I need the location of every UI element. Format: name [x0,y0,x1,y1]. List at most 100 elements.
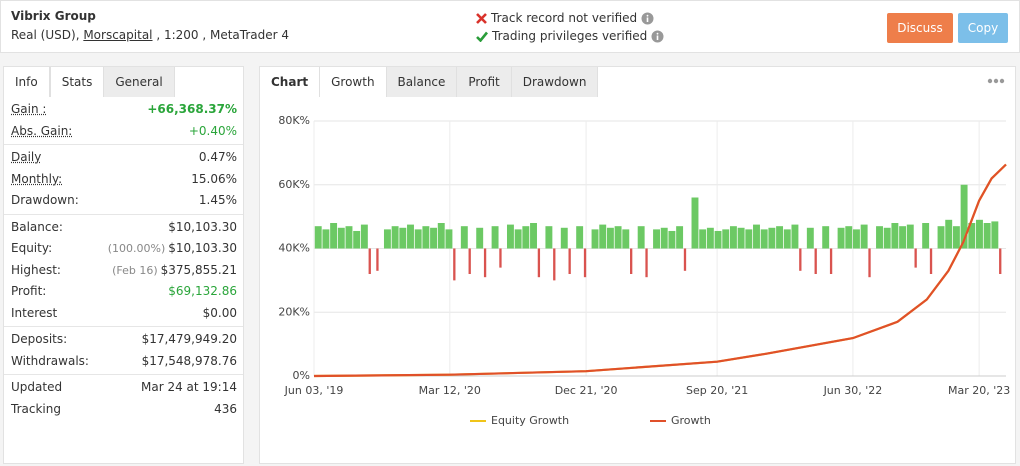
daily-bar [599,224,607,249]
stats-rows: Gain : +66,368.37% Abs. Gain: +0.40% Daily 0.… [4,97,243,422]
stat-label: Drawdown: [11,193,79,207]
copy-button[interactable]: Copy [958,13,1008,43]
stat-value-wrap: (100.00%) $10,103.30 [108,238,237,260]
daily-bar [714,230,722,249]
daily-bar [829,248,833,274]
daily-bar [991,221,999,249]
daily-bar [630,248,633,274]
stat-value-wrap: 436 [214,399,237,421]
daily-bar [699,229,707,249]
daily-bar [376,248,379,271]
daily-bar [453,248,456,281]
stat-label: Monthly: [11,171,63,186]
x-tick-label: Mar 12, '20 [419,384,481,397]
stat-value-wrap: $69,132.86 [168,281,237,303]
cross-icon [476,12,487,24]
daily-bar [691,197,699,249]
stats-group: Daily 0.47% Monthly: 15.06% Drawdown: 1.45% [4,145,243,215]
stat-label: Gain : [11,102,47,116]
subtitle-text: Real (USD), [11,28,84,42]
daily-bar [491,226,499,249]
series-line [313,163,1007,378]
daily-bar [553,248,556,281]
daily-bar [483,248,487,278]
daily-bar [922,223,930,249]
stat-label: Abs. Gain: [11,123,73,138]
daily-bar [499,248,502,268]
daily-bar [622,229,630,249]
daily-bar [506,224,514,249]
stat-value: 0.47% [198,150,237,164]
status-text: Trading privileges verified [492,29,648,43]
x-tick-label: Sep 20, '21 [686,384,748,397]
menu-icon[interactable] [987,77,1005,85]
stats-row: Updated Mar 24 at 19:14 [4,377,243,399]
daily-bar [414,229,422,249]
daily-bar [583,248,587,278]
daily-bar [768,227,776,249]
daily-bar [783,229,791,249]
daily-bar [745,229,753,249]
stat-value: 1.45% [198,193,237,207]
daily-bar [683,248,687,271]
daily-bar [906,224,914,249]
daily-bar [929,248,933,274]
stat-label: Balance: [11,219,63,234]
tab[interactable]: Chart [260,67,321,97]
daily-bar [337,227,345,249]
daily-bar [876,226,883,249]
daily-bar [891,223,899,249]
x-tick-label: Dec 21, '20 [555,384,618,397]
stats-group: Updated Mar 24 at 19:14 Tracking 436 [4,375,243,422]
stats-row: Daily 0.47% [4,147,243,169]
stat-label: Interest [11,305,58,320]
chart-panel: Chart Growth Balance Profit Drawdown 0% 2… [259,66,1016,464]
stat-label: Updated [11,380,63,394]
broker-link[interactable]: Morscapital [83,28,153,42]
info-icon [641,12,654,24]
daily-bar [914,248,917,268]
subtitle-text: , 1:200 , MetaTrader 4 [152,28,290,42]
discuss-button[interactable]: Discuss [887,13,953,43]
daily-bar [822,226,830,249]
stat-label: Withdrawals: [11,353,89,368]
tab[interactable]: General [104,67,175,97]
stats-row: Gain : +66,368.37% [4,99,243,121]
stat-value: $10,103.30 [168,241,237,255]
daily-bar [568,248,571,274]
stat-label: Profit: [11,284,47,298]
daily-bar [753,224,760,249]
series-line [313,163,1007,378]
daily-bar [814,248,817,274]
tab[interactable]: Balance [386,67,458,97]
stat-value: $0.00 [202,305,237,320]
daily-bar [653,229,660,249]
daily-bar [968,223,976,249]
daily-bar [530,223,537,249]
daily-bar [791,224,799,249]
tab[interactable]: Stats [49,67,105,97]
stat-value-wrap: Mar 24 at 19:14 [141,377,237,399]
daily-bar [606,227,614,249]
stat-value: $17,479,949.20 [141,332,237,346]
daily-bar [591,229,599,249]
status: Track record not verified [476,11,654,25]
stats-row: Interest $0.00 [4,303,243,325]
stat-value-wrap: 0.47% [199,147,237,169]
daily-bar [668,230,676,249]
stats-row: Highest: (Feb 16) $375,855.21 [4,260,243,282]
tab[interactable]: Profit [457,67,512,97]
tab[interactable]: Growth [320,67,387,97]
daily-bar [952,226,960,249]
stats-row: Drawdown: 1.45% [4,190,243,212]
header: Vibrix Group Real (USD), Morscapital , 1… [0,0,1020,53]
info-icon [651,30,664,42]
daily-bar [576,226,584,249]
tab[interactable]: Drawdown [511,67,599,97]
daily-bar [860,224,868,249]
daily-bar [430,227,438,249]
daily-bar [637,226,645,249]
daily-bar [760,229,768,249]
daily-bar [806,227,814,249]
tab[interactable]: Info [4,67,50,97]
